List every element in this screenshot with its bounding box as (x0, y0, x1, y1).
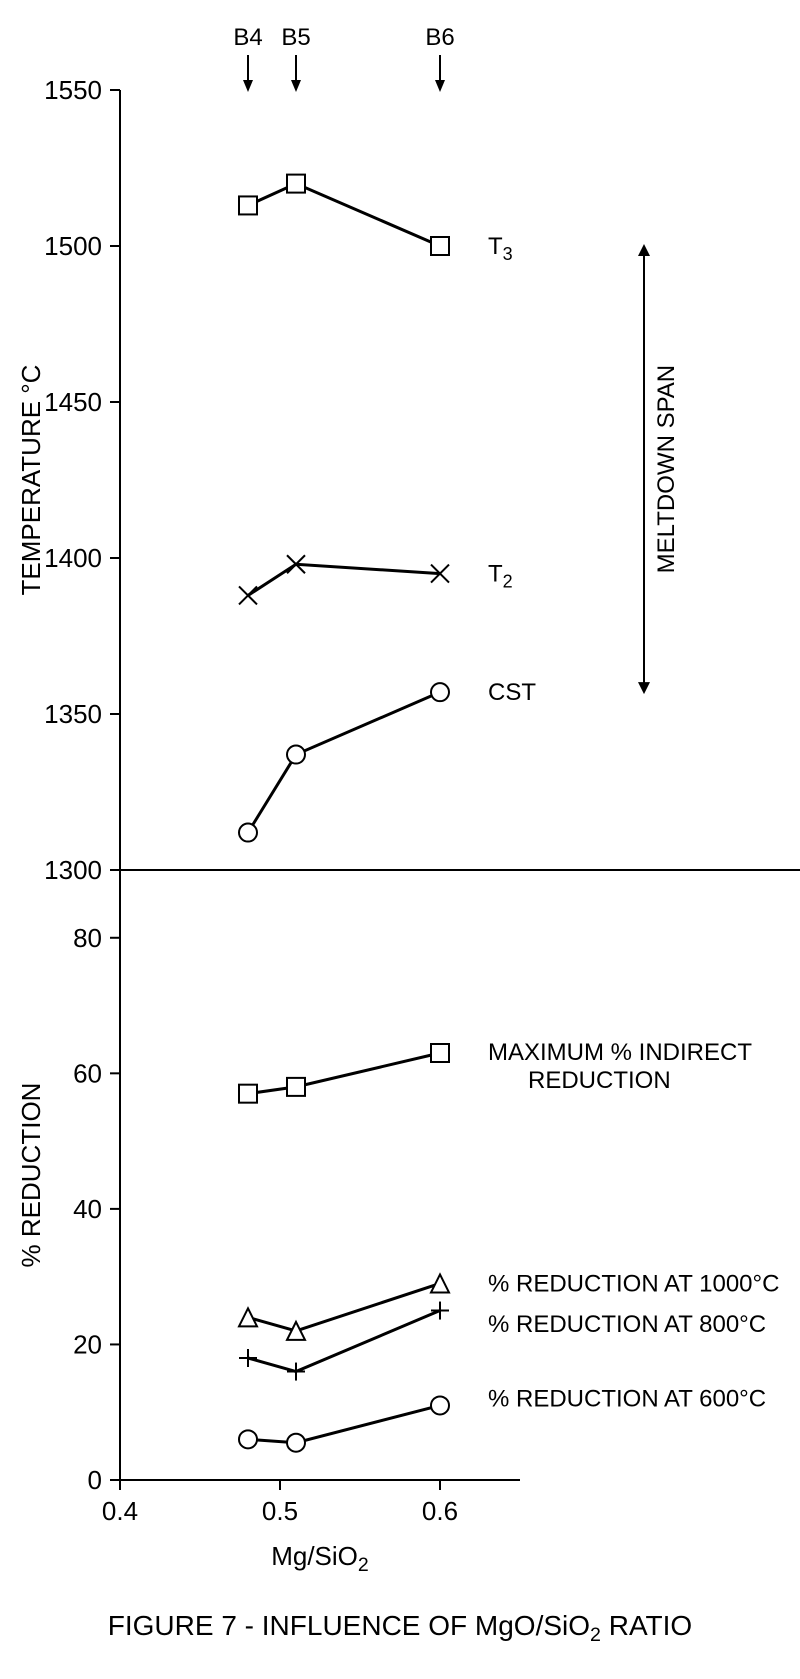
series-T3 (248, 184, 440, 246)
series-label: % REDUCTION AT 800°C (488, 1311, 766, 1338)
top-marker-label: B6 (425, 24, 454, 51)
series-label: % REDUCTION AT 1000°C (488, 1270, 779, 1297)
series-r800 (248, 1311, 440, 1372)
series-label: T3 (488, 233, 513, 264)
series-label: MAXIMUM % INDIRECT (488, 1039, 752, 1066)
x-axis-label: Mg/SiO2 (271, 1541, 369, 1576)
series-label: CST (488, 679, 536, 706)
y-axis-label: TEMPERATURE °C (16, 365, 46, 596)
ytick-label: 1500 (44, 231, 102, 261)
y-axis-label: % REDUCTION (16, 1083, 46, 1268)
xtick-label: 0.6 (422, 1496, 458, 1526)
series-r600 (248, 1405, 440, 1442)
top-marker-label: B4 (233, 24, 262, 51)
ytick-label: 1450 (44, 387, 102, 417)
ytick-label: 80 (73, 923, 102, 953)
top-marker-label: B5 (281, 24, 310, 51)
ytick-label: 1550 (44, 75, 102, 105)
series-label: T2 (488, 561, 513, 592)
xtick-label: 0.4 (102, 1496, 138, 1526)
series-CST (248, 692, 440, 832)
meltdown-span-label: MELTDOWN SPAN (653, 365, 680, 573)
ytick-label: 1350 (44, 699, 102, 729)
figure-caption: FIGURE 7 - INFLUENCE OF MgO/SiO2 RATIO (108, 1610, 692, 1646)
xtick-label: 0.5 (262, 1496, 298, 1526)
ytick-label: 60 (73, 1058, 102, 1088)
ytick-label: 0 (88, 1465, 102, 1495)
figure-7: { "figure_caption_prefix": "FIGURE 7 - "… (0, 0, 800, 1679)
ytick-label: 20 (73, 1329, 102, 1359)
series-T2 (248, 564, 440, 595)
series-label: REDUCTION (528, 1067, 671, 1094)
ytick-label: 1400 (44, 543, 102, 573)
ytick-label: 40 (73, 1194, 102, 1224)
series-max (248, 1053, 440, 1094)
series-label: % REDUCTION AT 600°C (488, 1386, 766, 1413)
ytick-label: 1300 (44, 855, 102, 885)
chart-svg: 1300 1350 1400 1450 1500 1550 TEMPERATURE °C T3… (0, 0, 800, 1679)
